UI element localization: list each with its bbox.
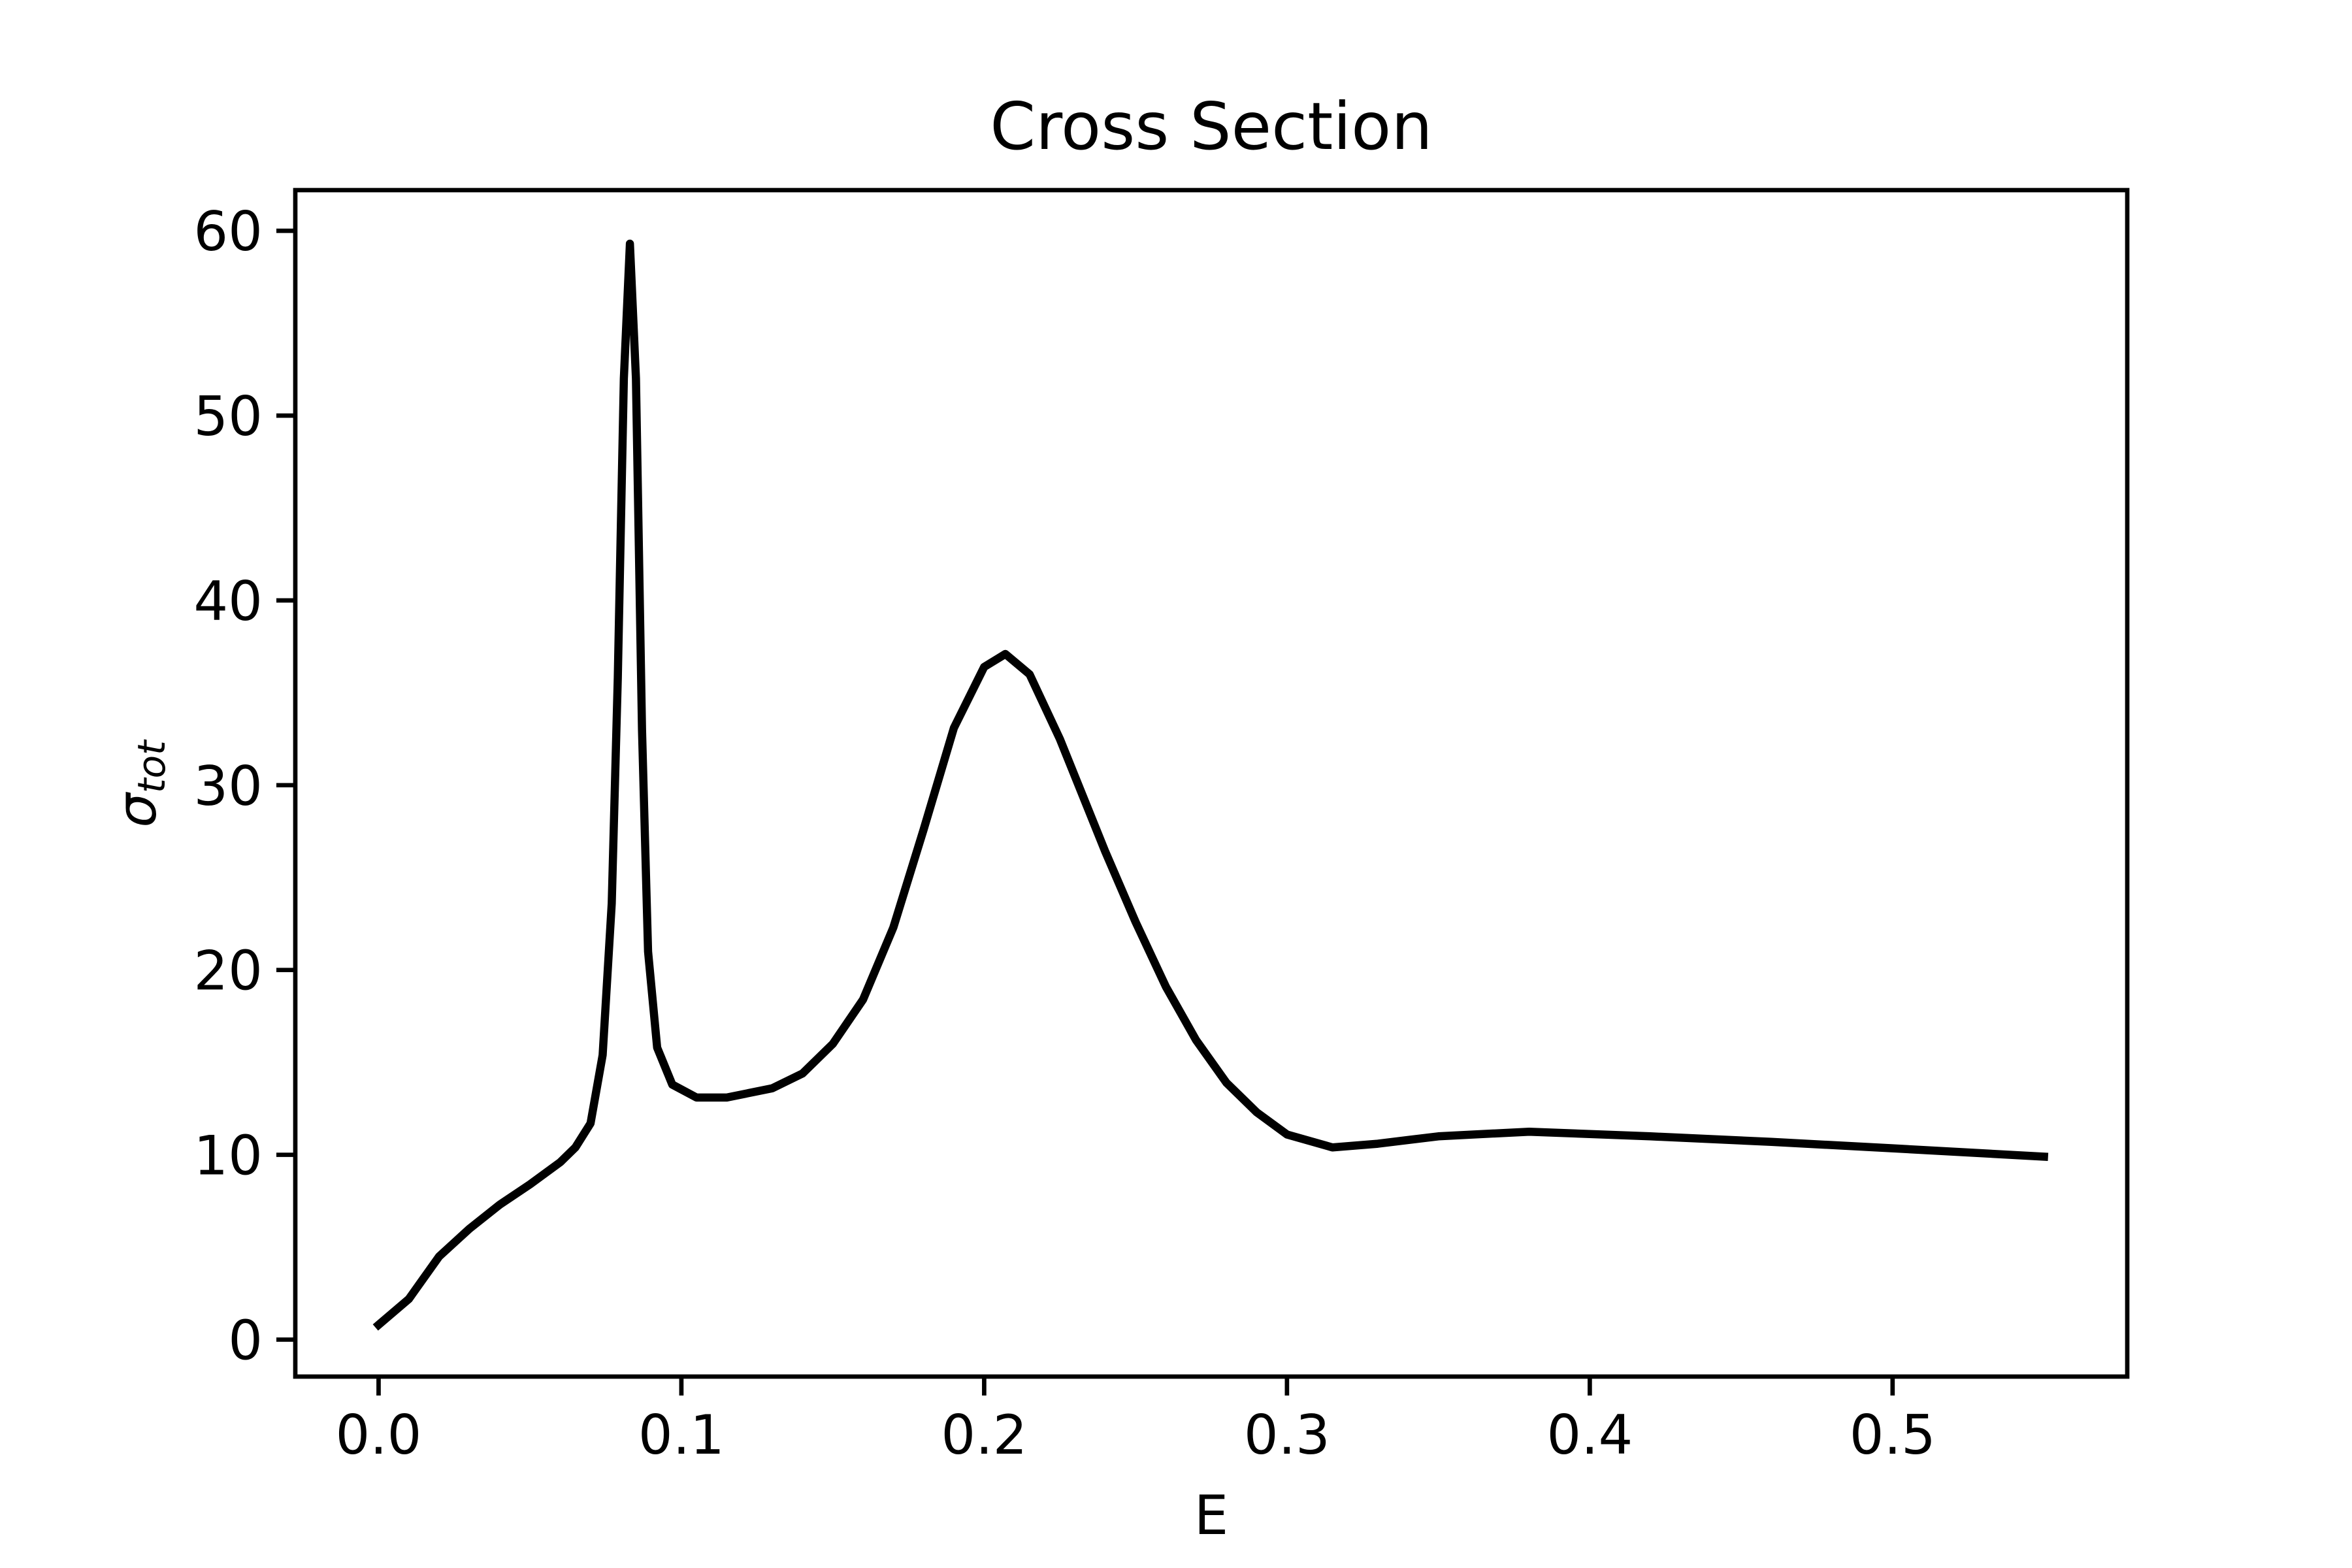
x-axis-label: E [1194,1484,1228,1547]
x-tick-label: 0.0 [335,1403,421,1467]
x-tick-label: 0.3 [1244,1403,1330,1467]
plot-frame [293,188,2130,1379]
y-tick-label: 60 [193,200,263,263]
y-tick-label: 10 [193,1124,263,1188]
y-tick-label: 40 [193,570,263,633]
y-tick-label: 30 [193,755,263,818]
y-axis-label: σtot [105,739,174,828]
x-tick-label: 0.4 [1546,1403,1633,1467]
x-tick-label: 0.2 [941,1403,1027,1467]
chart-title: Cross Section [990,88,1432,165]
y-tick-label: 50 [193,385,263,448]
y-axis-label-base: σ [105,792,169,828]
x-tick-label: 0.1 [638,1403,725,1467]
x-tick-label: 0.5 [1850,1403,1936,1467]
data-line [372,239,2049,1331]
y-tick-label: 20 [193,939,263,1003]
y-tick-label: 0 [228,1309,263,1372]
y-axis-label-sub: tot [129,739,174,793]
